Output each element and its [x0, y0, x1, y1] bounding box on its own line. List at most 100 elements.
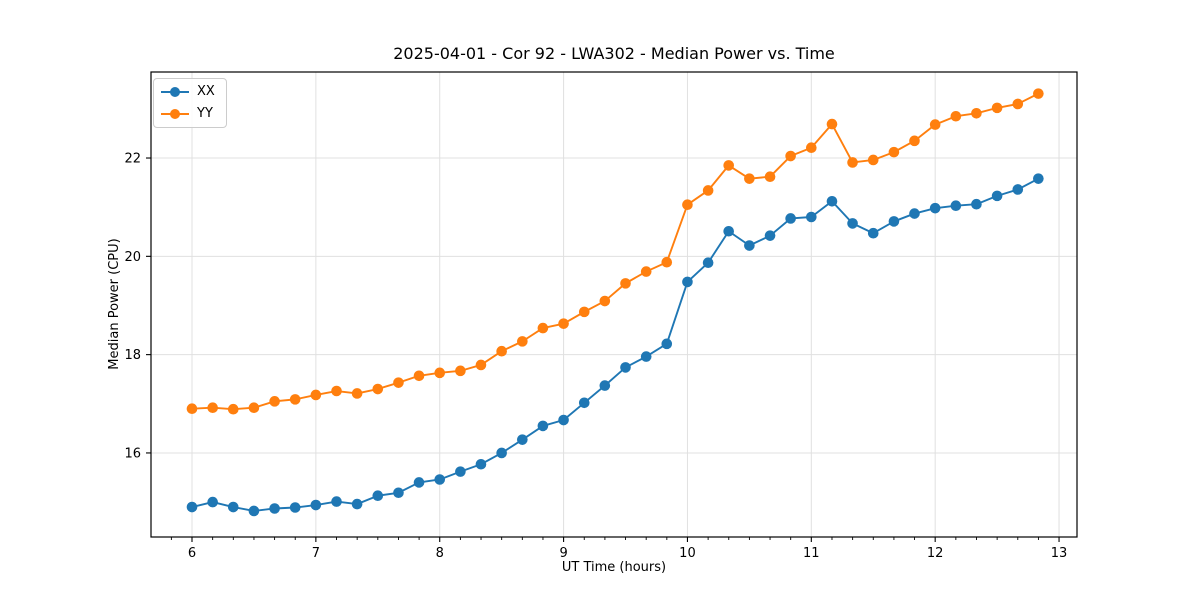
- xx-data-point: [455, 466, 466, 477]
- yy-data-point: [372, 383, 384, 395]
- xx-data-point: [971, 198, 982, 210]
- yy-data-point: [331, 385, 342, 397]
- xx-data-point: [537, 420, 549, 432]
- xx-data-point: [517, 434, 528, 445]
- xx-data-point: [702, 257, 714, 269]
- yy-data-point: [950, 110, 962, 122]
- xx-data-point: [867, 227, 879, 239]
- xx-data-point: [227, 501, 239, 513]
- xx-data-point: [578, 397, 590, 409]
- plot-border: [150, 71, 1078, 538]
- legend-entry-xx: XX: [161, 84, 218, 100]
- yy-data-point: [971, 107, 982, 119]
- legend: XX YY: [153, 78, 227, 128]
- x-tick-label: 7: [312, 546, 320, 561]
- xx-data-point: [1033, 173, 1044, 184]
- yy-data-point: [661, 256, 673, 268]
- xx-data-point: [764, 230, 776, 241]
- x-tick-label: 6: [188, 546, 196, 561]
- xx-data-point: [640, 351, 652, 362]
- yy-data-point: [496, 345, 507, 357]
- yy-data-point: [702, 185, 714, 196]
- yy-data-point: [1033, 88, 1044, 99]
- xx-data-point: [847, 218, 858, 229]
- yy-data-point: [744, 173, 755, 184]
- yy-data-point: [289, 394, 301, 405]
- x-tick-label: 9: [559, 546, 567, 561]
- chart-title: 2025-04-01 - Cor 92 - LWA302 - Median Po…: [393, 44, 835, 63]
- xx-data-point: [661, 338, 673, 350]
- x-tick-label: 8: [436, 546, 444, 561]
- x-tick-label: 11: [803, 546, 820, 561]
- xx-data-point: [744, 240, 755, 251]
- xx-data-point: [310, 499, 322, 511]
- xx-data-point: [496, 447, 507, 459]
- yy-data-point: [413, 370, 425, 382]
- xx-data-point: [475, 458, 487, 470]
- yy-data-point: [785, 150, 796, 162]
- yy-data-point: [620, 278, 631, 289]
- yy-data-point: [991, 102, 1003, 114]
- xx-line-swatch-icon: [161, 84, 189, 100]
- xx-data-point: [599, 380, 611, 391]
- y-axis-label: Median Power (CPU): [107, 238, 122, 370]
- legend-label-yy: YY: [197, 106, 213, 121]
- yy-data-point: [475, 359, 487, 371]
- xx-data-point: [331, 496, 342, 507]
- xx-data-point: [269, 503, 280, 514]
- yy-data-point: [310, 389, 322, 401]
- yy-data-point: [455, 365, 466, 377]
- yy-data-point: [186, 403, 198, 415]
- xx-data-point: [351, 498, 363, 510]
- yy-data-point: [929, 119, 941, 130]
- x-tick-label: 12: [927, 546, 944, 561]
- yy-data-point: [578, 306, 590, 318]
- xx-data-point: [826, 195, 838, 207]
- xx-data-point: [909, 208, 920, 219]
- xx-data-point: [950, 200, 962, 211]
- xx-data-point: [785, 213, 796, 224]
- yy-data-point: [248, 402, 260, 414]
- x-tick-label: 10: [679, 546, 696, 561]
- legend-entry-yy: YY: [161, 106, 218, 122]
- xx-data-point: [289, 502, 301, 513]
- xx-line: [191, 177, 1039, 512]
- yy-data-point: [1012, 98, 1024, 110]
- yy-data-point: [723, 160, 734, 171]
- x-tick-label: 13: [1051, 546, 1068, 561]
- xx-data-point: [929, 202, 941, 214]
- yy-data-point: [867, 154, 879, 166]
- yy-data-point: [806, 142, 817, 153]
- legend-label-xx: XX: [197, 84, 215, 99]
- yy-data-point: [227, 403, 239, 415]
- y-tick-label: 16: [124, 446, 141, 461]
- yy-data-point: [517, 336, 528, 347]
- yy-data-point: [351, 388, 363, 399]
- xx-data-point: [372, 490, 384, 502]
- yy-data-point: [826, 118, 838, 130]
- xx-data-point: [888, 216, 900, 227]
- yy-line-swatch-icon: [161, 106, 189, 122]
- xx-data-point: [393, 487, 404, 499]
- yy-data-point: [764, 171, 776, 182]
- xx-data-point: [620, 362, 631, 373]
- yy-data-point: [558, 318, 569, 329]
- yy-data-point: [888, 146, 900, 158]
- yy-data-point: [682, 199, 693, 211]
- xx-data-point: [186, 501, 198, 513]
- yy-data-point: [434, 367, 446, 379]
- xx-data-point: [723, 225, 734, 237]
- x-axis-label: UT Time (hours): [561, 560, 667, 575]
- xx-data-point: [434, 474, 446, 485]
- xx-data-point: [248, 505, 260, 517]
- yy-data-point: [207, 402, 218, 414]
- y-tick-label: 20: [124, 250, 141, 265]
- yy-data-point: [269, 396, 280, 407]
- yy-data-point: [909, 135, 920, 147]
- yy-data-point: [640, 266, 652, 277]
- xx-data-point: [207, 496, 218, 508]
- yy-data-point: [599, 295, 611, 307]
- yy-data-point: [847, 157, 858, 168]
